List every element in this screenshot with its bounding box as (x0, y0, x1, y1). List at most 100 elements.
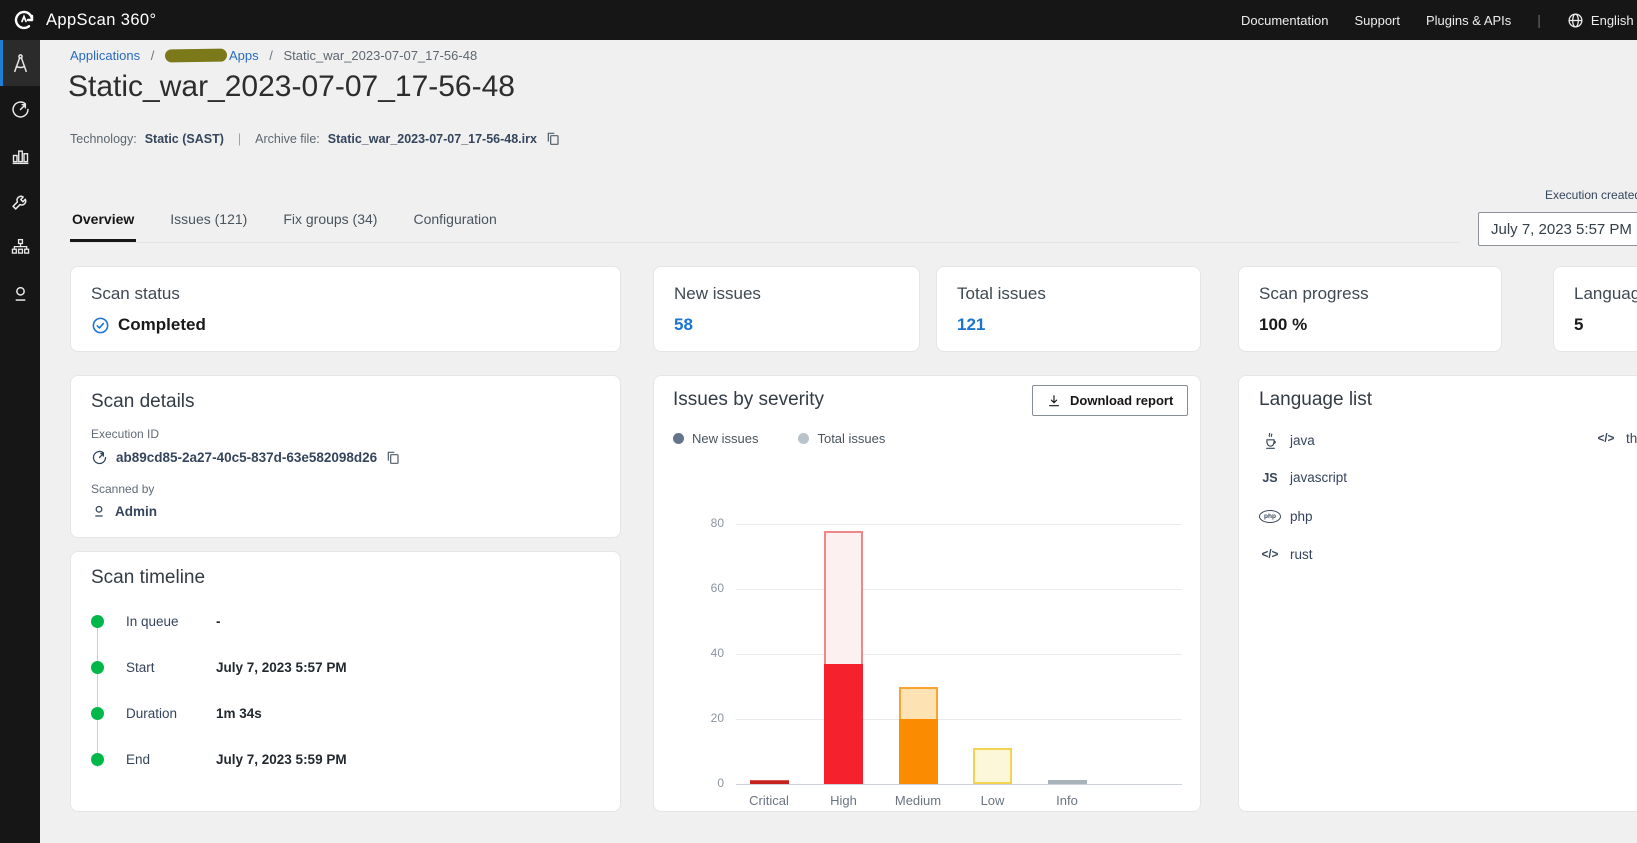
scan-timeline-card: Scan timeline In queue - Start July 7, 2… (70, 551, 621, 812)
languages-card: Languages 5 (1553, 266, 1637, 352)
person-icon (91, 503, 107, 519)
language-list-card: Language list java JS javascript php php… (1238, 375, 1637, 812)
timeline-event-start: Start July 7, 2023 5:57 PM (91, 660, 347, 706)
sidebar-item-dashboards[interactable] (0, 132, 40, 178)
download-report-button[interactable]: Download report (1032, 385, 1189, 416)
person-icon (10, 283, 31, 304)
total-issues-card: Total issues 121 (936, 266, 1201, 352)
scanned-by-label: Scanned by (91, 482, 155, 496)
timeline-event-duration: Duration 1m 34s (91, 706, 347, 752)
language-name: javascript (1290, 470, 1348, 485)
timeline-event-label: Duration (126, 706, 178, 721)
timeline-event-value: 1m 34s (216, 706, 262, 721)
execution-created-label: Execution created (1545, 188, 1637, 202)
hierarchy-icon (10, 237, 31, 258)
language-item-php: php php (1259, 509, 1313, 524)
timeline-dot (91, 753, 104, 766)
breadcrumb: Applications / Apps / Static_war_2023-07… (70, 48, 477, 63)
timeline-event-label: End (126, 752, 151, 767)
breadcrumb-separator: / (150, 48, 155, 63)
gauge-icon (91, 449, 108, 466)
copy-icon (545, 131, 561, 147)
timeline-dot (91, 615, 104, 628)
ytick-80: 80 (710, 516, 724, 530)
language-name: thirdparty (1626, 431, 1637, 446)
copy-icon (385, 450, 401, 466)
language-item-rust: </> rust (1259, 547, 1313, 562)
timeline-dot (91, 707, 104, 720)
java-icon (1259, 431, 1281, 450)
globe-icon (1567, 12, 1584, 29)
timeline-event-value: - (216, 614, 221, 629)
nav-support[interactable]: Support (1354, 12, 1400, 28)
scan-timeline-title: Scan timeline (91, 567, 206, 588)
compass-icon (10, 53, 31, 74)
scan-status-value: Completed (118, 315, 206, 334)
nav-plugins-apis[interactable]: Plugins & APIs (1426, 12, 1512, 28)
language-switcher[interactable]: English (1567, 12, 1634, 29)
scan-meta-row: Technology: Static (SAST) | Archive file… (70, 131, 561, 147)
top-nav: Documentation Support Plugins & APIs | E… (1241, 0, 1634, 40)
timeline-event-label: In queue (126, 614, 179, 629)
tab-fix-groups[interactable]: Fix groups (34) (283, 211, 378, 227)
js-icon: JS (1262, 470, 1278, 485)
execution-created-select[interactable]: July 7, 2023 5:57 PM (1478, 212, 1637, 246)
ytick-20: 20 (710, 711, 724, 725)
brand-name: AppScan 360° (46, 10, 157, 29)
bar-new-medium (898, 719, 938, 784)
language-name: rust (1290, 547, 1313, 562)
total-issues-label: Total issues (957, 284, 1046, 303)
code-icon: </> (1261, 548, 1279, 561)
sidebar-item-applications[interactable] (0, 40, 40, 86)
sidebar-item-user[interactable] (0, 270, 40, 316)
languages-label: Languages (1574, 284, 1637, 303)
sidebar-item-tools[interactable] (0, 178, 40, 224)
legend-total-issues[interactable]: Total issues (798, 431, 885, 446)
technology-value: Static (SAST) (144, 132, 224, 146)
gridline-40 (736, 654, 1182, 655)
execution-id-value: ab89cd85-2a27-40c5-837d-63e582098d26 (116, 450, 378, 465)
tab-issues[interactable]: Issues (121) (170, 211, 248, 227)
bar-new-critical (749, 780, 789, 784)
copy-archive-button[interactable] (545, 131, 561, 147)
sidebar-item-scans[interactable] (0, 86, 40, 132)
page-title: Static_war_2023-07-07_17-56-48 (68, 70, 515, 103)
breadcrumb-current: Static_war_2023-07-07_17-56-48 (283, 48, 478, 63)
scan-progress-value: 100 % (1259, 315, 1308, 334)
breadcrumb-applications[interactable]: Applications (70, 48, 141, 63)
scan-status-label: Scan status (91, 284, 180, 303)
language-name: java (1290, 433, 1315, 448)
bar-total-info (1047, 780, 1087, 784)
tab-overview[interactable]: Overview (70, 207, 137, 242)
xtick-critical: Critical (749, 793, 789, 808)
new-issues-value-link[interactable]: 58 (674, 315, 693, 334)
legend-label: New issues (692, 431, 759, 446)
language-list-title: Language list (1259, 389, 1373, 410)
copy-execution-id-button[interactable] (385, 450, 401, 466)
gauge-icon (10, 99, 31, 120)
scan-progress-label: Scan progress (1259, 284, 1369, 303)
legend-new-issues[interactable]: New issues (673, 431, 758, 446)
appscan-logo-icon (12, 8, 36, 32)
sidebar-item-organization[interactable] (0, 224, 40, 270)
language-name: php (1290, 509, 1313, 524)
technology-label: Technology: (70, 132, 137, 146)
archive-file-label: Archive file: (255, 132, 320, 146)
xtick-low: Low (980, 793, 1005, 808)
tab-bar: Overview Issues (121) Fix groups (34) Co… (70, 207, 1460, 243)
timeline-event-value: July 7, 2023 5:59 PM (216, 752, 347, 767)
nav-documentation[interactable]: Documentation (1241, 12, 1329, 28)
meta-divider: | (237, 132, 242, 146)
tab-configuration[interactable]: Configuration (413, 211, 497, 227)
new-issues-label: New issues (674, 284, 761, 303)
brand[interactable]: AppScan 360° (12, 8, 156, 32)
timeline: In queue - Start July 7, 2023 5:57 PM Du… (91, 614, 347, 798)
execution-id-label: Execution ID (91, 427, 160, 441)
timeline-connector (97, 628, 98, 767)
app-header: AppScan 360° Documentation Support Plugi… (0, 0, 1637, 40)
breadcrumb-apps[interactable]: Apps (228, 48, 259, 63)
language-item-thirdparty: </> thirdparty (1595, 431, 1637, 446)
timeline-event-in-queue: In queue - (91, 614, 347, 660)
total-issues-value-link[interactable]: 121 (957, 315, 986, 334)
new-issues-card: New issues 58 (653, 266, 920, 352)
